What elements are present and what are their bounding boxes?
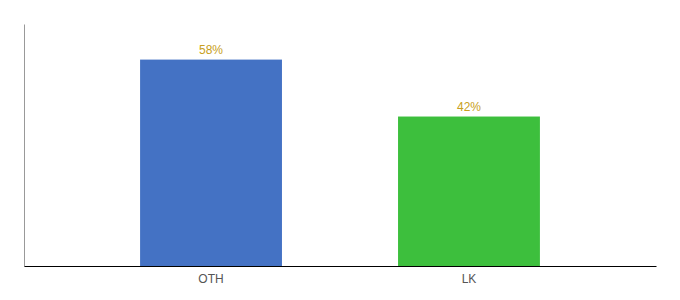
chart-svg: OTH LK 58% 42% — [0, 0, 680, 300]
data-label: 42% — [457, 100, 481, 114]
y-axis — [24, 25, 25, 267]
x-tick-label: LK — [462, 272, 477, 286]
x-tick: LK — [462, 272, 477, 286]
data-labels: 58% 42% — [199, 43, 481, 114]
chart-container: OTH LK 58% 42% — [0, 0, 680, 300]
bars — [140, 60, 540, 266]
x-axis-line — [25, 266, 657, 267]
x-axis: OTH LK — [25, 267, 657, 286]
bar — [398, 117, 540, 266]
x-tick-label: OTH — [198, 272, 223, 286]
x-tick: OTH — [198, 272, 223, 286]
bar — [140, 60, 282, 266]
data-label: 58% — [199, 43, 223, 57]
y-axis-line — [24, 25, 25, 267]
plot-area: OTH LK 58% 42% — [25, 25, 657, 286]
